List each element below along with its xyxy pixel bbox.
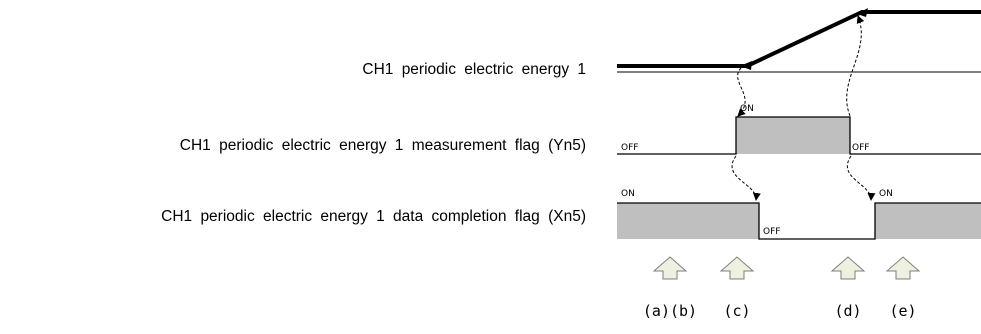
completion-flag-trace bbox=[617, 202, 981, 240]
causal-arrow-energy-to-flag bbox=[737, 67, 746, 117]
causal-arrow-flag-to-completion-end bbox=[847, 155, 876, 201]
marker-e: (e) bbox=[889, 302, 916, 320]
measurement-flag-on: ON bbox=[740, 104, 754, 114]
measurement-flag-off-start: OFF bbox=[621, 143, 638, 153]
energy-arrowhead-c bbox=[740, 61, 752, 70]
signal-label-measurement-flag: CH1 periodic electric energy 1 measureme… bbox=[179, 137, 586, 154]
completion-flag-on-area-start bbox=[617, 203, 759, 239]
signal-label-energy: CH1 periodic electric energy 1 bbox=[362, 61, 586, 78]
causal-arrow-flag-to-energy bbox=[846, 15, 865, 117]
up-arrow-d-icon bbox=[830, 256, 866, 280]
up-arrow-e-icon bbox=[885, 256, 921, 280]
measurement-flag-on-area bbox=[736, 117, 850, 154]
signal-label-completion-flag: CH1 periodic electric energy 1 data comp… bbox=[161, 208, 586, 225]
energy-trace bbox=[617, 10, 981, 68]
completion-flag-on-end: ON bbox=[879, 189, 893, 199]
measurement-flag-trace bbox=[617, 116, 981, 155]
causal-arrow-flag-to-completion bbox=[731, 155, 761, 201]
marker-d: (d) bbox=[834, 302, 861, 320]
completion-flag-off: OFF bbox=[763, 227, 780, 237]
measurement-flag-off-end: OFF bbox=[852, 143, 869, 153]
completion-flag-on-area-end bbox=[875, 203, 981, 239]
energy-arrowhead-d bbox=[857, 8, 868, 17]
up-arrow-ab-icon bbox=[652, 256, 688, 280]
up-arrow-c-icon bbox=[719, 256, 755, 280]
marker-ab: (a)(b) bbox=[643, 302, 697, 320]
completion-flag-on-start: ON bbox=[621, 189, 635, 199]
marker-c: (c) bbox=[723, 302, 750, 320]
